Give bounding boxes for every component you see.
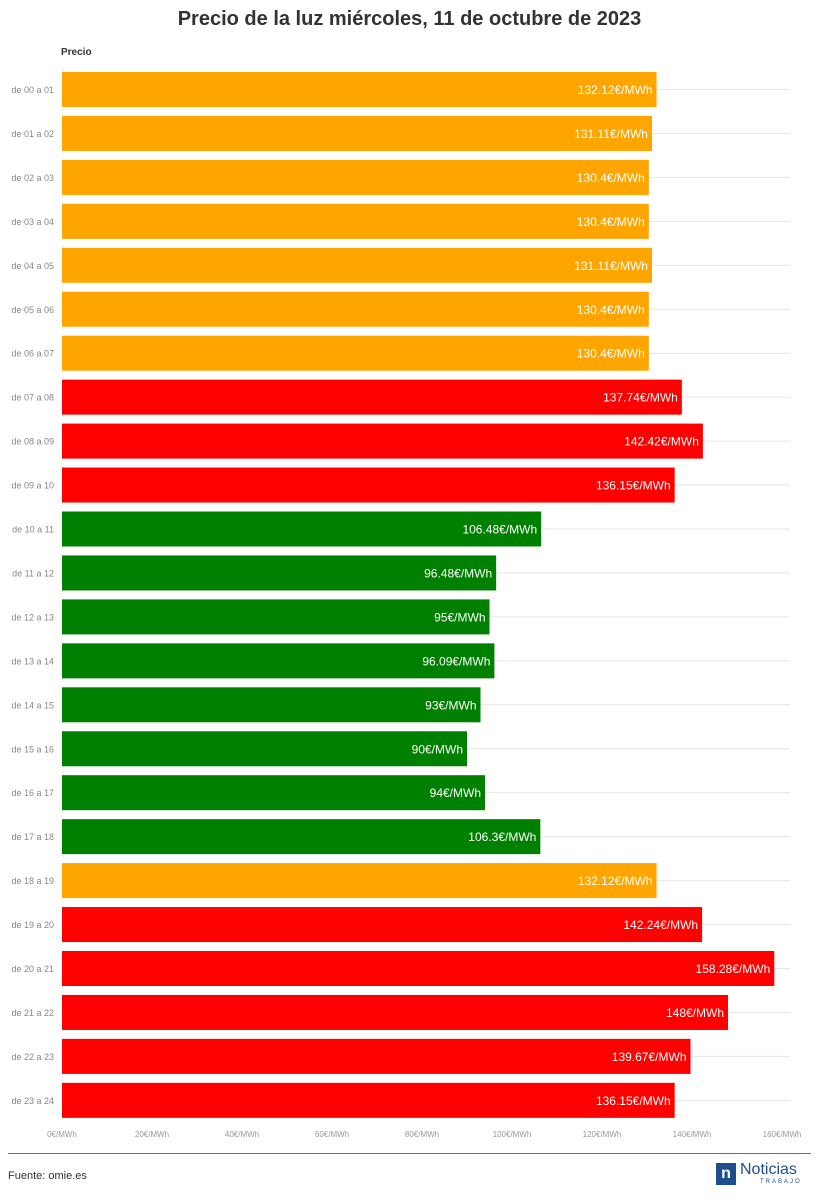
category-label: de 17 a 18 (11, 832, 54, 842)
bar (62, 423, 703, 459)
bar (62, 994, 728, 1030)
category-label: de 11 a 12 (12, 568, 54, 578)
data-label: 130.4€/MWh (577, 215, 645, 229)
data-label: 130.4€/MWh (577, 303, 645, 317)
category-label: de 01 a 02 (11, 129, 54, 139)
x-tick-label: 160€/MWh (763, 1130, 802, 1139)
bar (62, 291, 649, 327)
bar (62, 159, 649, 195)
x-tick-label: 40€/MWh (225, 1130, 259, 1139)
category-label: de 23 a 24 (11, 1096, 54, 1106)
bar (62, 775, 485, 811)
category-label: de 10 a 11 (12, 525, 54, 535)
bar (62, 511, 542, 547)
category-label: de 02 a 03 (11, 173, 54, 183)
category-label: de 06 a 07 (11, 349, 54, 359)
x-tick-label: 0€/MWh (47, 1130, 77, 1139)
x-tick-label: 100€/MWh (493, 1130, 532, 1139)
series-label: Precio (61, 47, 92, 58)
x-tick-label: 120€/MWh (583, 1130, 622, 1139)
category-label: de 15 a 16 (11, 744, 54, 754)
bar (62, 687, 481, 723)
bar (62, 863, 657, 899)
bar (62, 599, 490, 635)
data-label: 130.4€/MWh (577, 347, 645, 361)
x-tick-label: 20€/MWh (135, 1130, 169, 1139)
bar (62, 643, 495, 679)
category-label: de 12 a 13 (11, 612, 54, 622)
category-label: de 19 a 20 (11, 920, 54, 930)
bar (62, 1038, 691, 1074)
bar (62, 467, 675, 503)
bar (62, 819, 541, 855)
data-label: 131.11€/MWh (574, 259, 648, 273)
data-label: 136.15€/MWh (596, 1094, 671, 1108)
data-label: 137.74€/MWh (603, 391, 678, 405)
category-label: de 14 a 15 (11, 700, 54, 710)
category-label: de 08 a 09 (11, 437, 54, 447)
logo-subtext: TRABAJO (760, 1179, 802, 1185)
data-label: 139.67€/MWh (612, 1050, 687, 1064)
category-label: de 07 a 08 (11, 393, 54, 403)
category-label: de 20 a 21 (11, 964, 54, 974)
logo-mark-icon: n (716, 1163, 736, 1185)
bar (62, 907, 703, 943)
data-label: 106.48€/MWh (462, 523, 537, 537)
bar (62, 72, 657, 107)
data-label: 90€/MWh (412, 742, 463, 756)
bar (62, 203, 649, 239)
data-label: 132.12€/MWh (578, 83, 653, 97)
data-label: 148€/MWh (666, 1006, 724, 1020)
bar (62, 1082, 675, 1118)
bar (62, 951, 775, 986)
data-label: 95€/MWh (434, 610, 485, 624)
category-label: de 18 a 19 (11, 876, 54, 886)
bar (62, 247, 652, 283)
category-label: de 21 a 22 (11, 1008, 54, 1018)
category-label: de 00 a 01 (11, 85, 54, 95)
data-label: 142.42€/MWh (624, 435, 699, 449)
source-text: Fuente: omie.es (8, 1170, 87, 1182)
logo-text: Noticias (740, 1161, 797, 1178)
category-label: de 13 a 14 (11, 656, 54, 666)
data-label: 93€/MWh (425, 698, 476, 712)
data-label: 136.15€/MWh (596, 479, 671, 493)
bar (62, 731, 467, 767)
category-label: de 22 a 23 (11, 1052, 54, 1062)
data-label: 94€/MWh (430, 786, 481, 800)
data-label: 96.48€/MWh (424, 566, 492, 580)
category-label: de 03 a 04 (11, 217, 54, 227)
bar-chart: de 00 a 01 132.12€/MWh de 01 a 02 131.11€/M… (11, 72, 802, 1139)
data-label: 132.12€/MWh (578, 874, 653, 888)
x-tick-label: 140€/MWh (673, 1130, 712, 1139)
data-label: 131.11€/MWh (574, 127, 648, 141)
category-label: de 16 a 17 (11, 788, 54, 798)
category-label: de 05 a 06 (11, 305, 54, 315)
data-label: 130.4€/MWh (577, 171, 645, 185)
category-label: de 04 a 05 (11, 261, 54, 271)
category-label: de 09 a 10 (11, 481, 54, 491)
footer-divider (8, 1153, 811, 1154)
bar (62, 335, 649, 371)
data-label: 142.24€/MWh (623, 918, 698, 932)
bar (62, 379, 682, 415)
data-label: 106.3€/MWh (468, 830, 536, 844)
data-label: 158.28€/MWh (696, 962, 771, 976)
x-tick-label: 60€/MWh (315, 1130, 349, 1139)
x-tick-label: 80€/MWh (405, 1130, 439, 1139)
noticias-trabajo-logo: n Noticias TRABAJO (716, 1161, 812, 1189)
bar (62, 555, 497, 591)
chart-title: Precio de la luz miércoles, 11 de octubr… (177, 8, 642, 30)
data-label: 96.09€/MWh (422, 654, 490, 668)
bar (62, 115, 652, 151)
